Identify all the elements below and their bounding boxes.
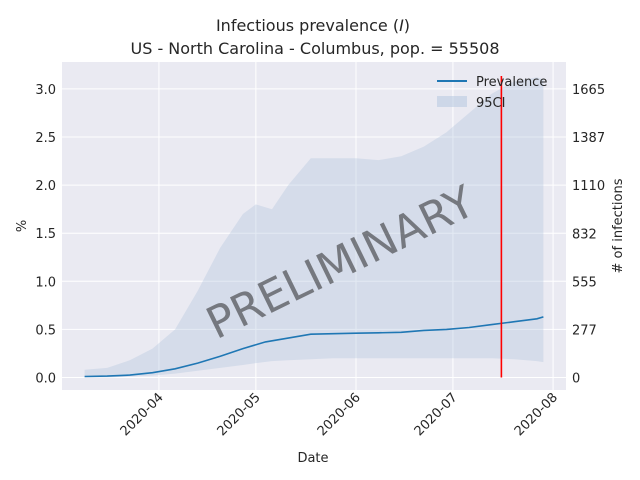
prevalence-line bbox=[84, 316, 544, 378]
y-right-tick-label: 277 bbox=[572, 323, 597, 338]
y-tick-label: 0.5 bbox=[35, 323, 56, 338]
chart-title: Infectious prevalence (I) bbox=[216, 16, 410, 35]
y-tick-label: 1.0 bbox=[35, 275, 56, 290]
x-tick-label: 2020-08 bbox=[512, 390, 561, 439]
y-tick-label: 0.0 bbox=[35, 371, 56, 386]
title-italic: I bbox=[399, 16, 404, 35]
x-tick-label: 2020-06 bbox=[315, 390, 364, 439]
x-tick-label: 2020-04 bbox=[118, 390, 167, 439]
y-tick-label: 2.0 bbox=[35, 179, 56, 194]
y-right-tick-label: 0 bbox=[572, 371, 580, 386]
y-right-tick-label: 1387 bbox=[572, 131, 605, 146]
title-part-2: ) bbox=[404, 16, 410, 35]
chart-subtitle: US - North Carolina - Columbus, pop. = 5… bbox=[130, 39, 499, 58]
y-right-tick-label: 832 bbox=[572, 227, 597, 242]
legend-line-label: Prevalence bbox=[476, 75, 547, 90]
legend-band-swatch bbox=[437, 96, 467, 107]
x-axis-label: Date bbox=[297, 451, 328, 466]
x-tick-label: 2020-05 bbox=[215, 390, 264, 439]
y-right-tick-label: 1665 bbox=[572, 83, 605, 98]
y-tick-label: 2.5 bbox=[35, 131, 56, 146]
y-right-tick-label: 1110 bbox=[572, 179, 605, 194]
y-tick-label: 3.0 bbox=[35, 83, 56, 98]
legend-band-label: 95CI bbox=[476, 96, 505, 111]
y-axis-label: % bbox=[15, 220, 30, 232]
y-axis-right-label: # of infections bbox=[611, 178, 626, 273]
x-tick-label: 2020-07 bbox=[412, 390, 461, 439]
y-right-tick-label: 555 bbox=[572, 275, 597, 290]
ci-band bbox=[84, 77, 544, 378]
y-tick-label: 1.5 bbox=[35, 227, 56, 242]
title-part-1: Infectious prevalence ( bbox=[216, 16, 399, 35]
plot-background bbox=[62, 62, 566, 390]
